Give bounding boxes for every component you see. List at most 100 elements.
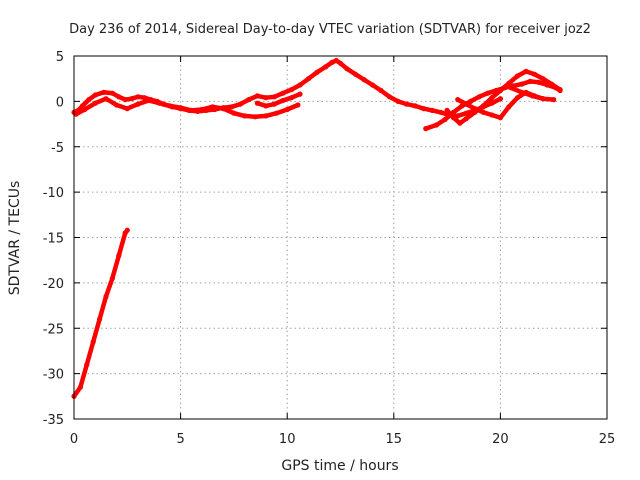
data-point [480, 109, 486, 115]
data-point [116, 94, 122, 100]
data-point [463, 110, 469, 116]
data-point [423, 126, 429, 132]
data-point [254, 100, 260, 106]
data-point [280, 97, 286, 104]
data-point [284, 106, 290, 113]
data-point [404, 101, 410, 107]
data-point [156, 100, 162, 106]
data-point [485, 90, 491, 96]
series-arc-3 [73, 96, 301, 120]
data-point [457, 120, 463, 126]
data-point [514, 73, 521, 79]
data-point [146, 97, 152, 104]
data-point [288, 95, 295, 101]
data-point [305, 76, 312, 82]
data-point [421, 106, 427, 112]
data-point [199, 106, 205, 113]
data-point [263, 103, 269, 109]
data-point [114, 102, 120, 108]
data-point [297, 82, 303, 88]
data-point [508, 85, 514, 91]
data-point [540, 76, 546, 82]
data-point [229, 104, 235, 110]
data-point [271, 101, 277, 107]
x-tick-label: 5 [176, 432, 184, 447]
data-point [395, 98, 401, 104]
data-point [167, 103, 173, 109]
data-point [135, 94, 141, 100]
data-point [231, 110, 237, 116]
data-point [369, 82, 376, 88]
data-point [116, 253, 122, 259]
data-point [237, 101, 243, 107]
data-point [242, 113, 248, 119]
x-tick-label: 15 [386, 432, 403, 447]
data-point [73, 111, 79, 117]
data-point [220, 106, 226, 112]
data-point [271, 94, 277, 100]
data-point [90, 339, 96, 345]
data-point [531, 71, 538, 77]
data-point [246, 97, 252, 103]
x-tick-label: 10 [279, 432, 296, 447]
data-point [497, 96, 503, 102]
x-axis-label: GPS time / hours [281, 458, 398, 474]
data-point [497, 115, 503, 121]
data-point [489, 112, 495, 118]
data-point [506, 80, 512, 86]
x-tick-label: 25 [599, 432, 616, 447]
data-point [254, 93, 260, 99]
data-point [124, 227, 130, 233]
data-point [412, 103, 418, 109]
data-point [455, 113, 461, 119]
data-point [252, 114, 258, 120]
data-point [455, 97, 461, 103]
data-point [438, 109, 444, 115]
data-point [344, 66, 350, 72]
data-point [480, 103, 486, 109]
y-axis-label: SDTVAR / TECUs [7, 181, 23, 296]
data-point [463, 101, 469, 107]
data-point [476, 94, 482, 100]
data-point [101, 89, 107, 95]
data-point [288, 87, 295, 93]
data-point [523, 68, 529, 74]
tick-marks [73, 55, 608, 420]
y-tick-label: -5 [51, 141, 64, 156]
data-point [506, 104, 512, 110]
data-point [124, 106, 130, 112]
data-point [92, 100, 98, 106]
data-point [122, 97, 128, 103]
data-point [463, 116, 469, 122]
data-point [429, 107, 435, 113]
data-point [536, 79, 542, 85]
y-tick-label: 0 [56, 95, 64, 110]
data-point [314, 69, 320, 75]
data-point [297, 91, 303, 97]
data-point [472, 106, 478, 112]
data-point [549, 81, 555, 87]
y-tick-label: -30 [43, 368, 64, 383]
data-point [92, 92, 98, 98]
data-point [323, 64, 329, 70]
data-point [273, 110, 280, 116]
tick-labels: 0 5 10 15 20 25 5 0 -5 -10 -15 -20 -25 -30 -35 [43, 50, 616, 447]
data-point [497, 87, 503, 94]
y-tick-label: 5 [56, 50, 64, 65]
y-tick-label: -20 [43, 277, 64, 292]
data-point [188, 107, 194, 113]
data-point [450, 115, 457, 121]
data-point [352, 71, 358, 77]
data-point [489, 95, 495, 101]
data-point [557, 87, 563, 93]
data-point [280, 90, 286, 96]
y-tick-label: -35 [43, 413, 64, 428]
data-point [519, 89, 525, 95]
data-point [378, 87, 384, 94]
data-point [527, 78, 533, 84]
data-point [529, 93, 536, 99]
y-tick-label: -15 [43, 232, 64, 247]
x-tick-label: 20 [492, 432, 509, 447]
data-point [109, 275, 115, 281]
data-point [333, 57, 339, 64]
